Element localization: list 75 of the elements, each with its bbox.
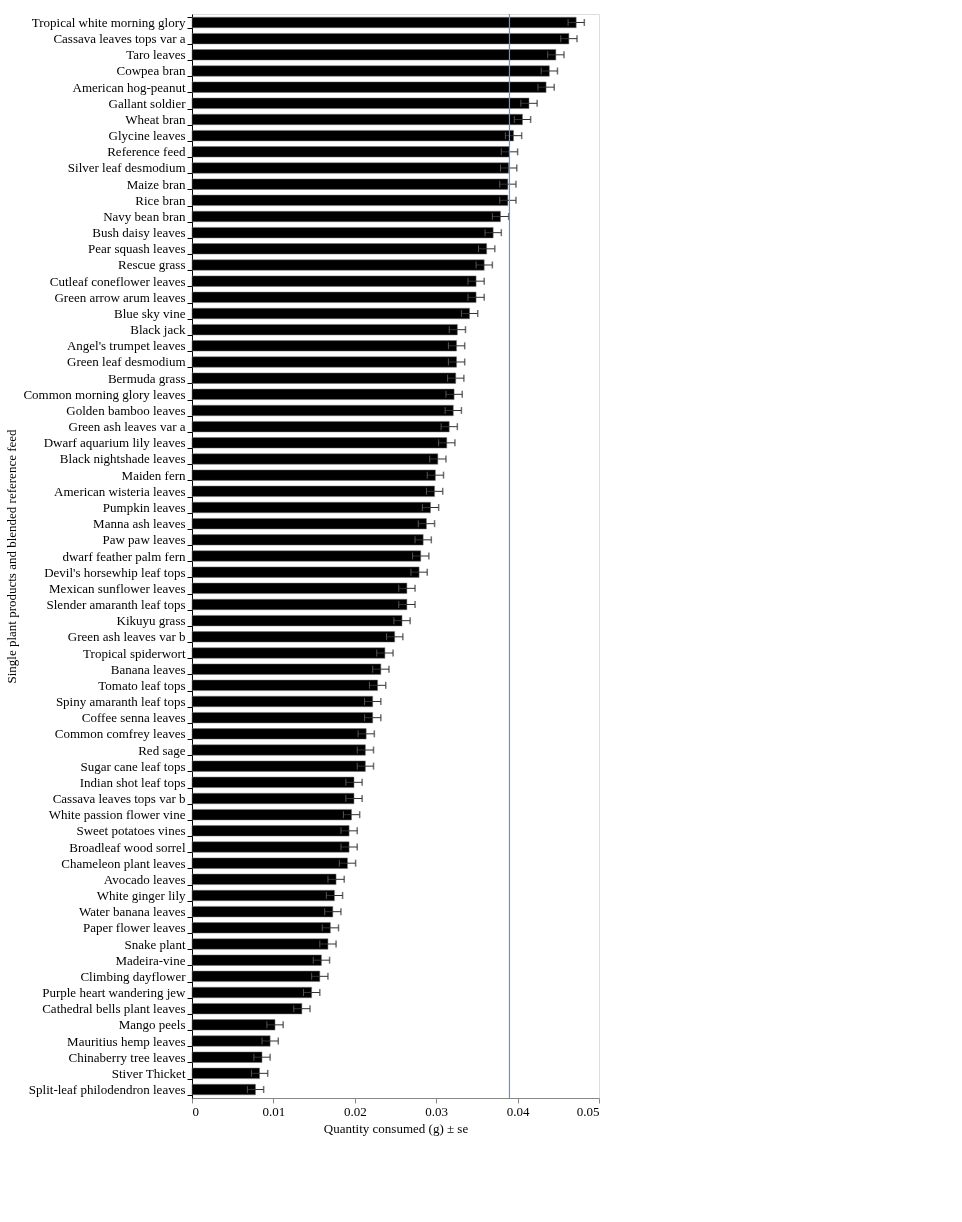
y-tick-label: Pear squash leaves xyxy=(88,241,186,257)
y-tick-label: Mango peels xyxy=(118,1017,186,1033)
y-tick-label: Common morning glory leaves xyxy=(23,386,186,402)
y-tick-label: Split-leaf philodendron leaves xyxy=(28,1082,186,1098)
y-tick-label: Climbing dayflower xyxy=(80,968,187,984)
y-tick-label: Paw paw leaves xyxy=(102,532,186,548)
x-tick-label: 0.02 xyxy=(343,1103,367,1119)
y-tick-label: Madeira-vine xyxy=(115,952,186,968)
y-tick-label: Cowpea bran xyxy=(116,63,186,79)
y-tick-label: Cathedral bells plant leaves xyxy=(42,1001,186,1017)
y-tick-label: Bush daisy leaves xyxy=(92,225,186,241)
y-tick-label: Cassava leaves tops var a xyxy=(53,31,186,47)
y-tick-label: Maize bran xyxy=(126,176,186,192)
y-tick-label: Blue sky vine xyxy=(114,305,186,321)
y-tick-label: Green ash leaves var a xyxy=(68,419,186,435)
y-tick-label: Spiny amaranth leaf tops xyxy=(55,694,186,709)
y-tick-label: Black jack xyxy=(130,322,186,338)
y-tick-label: Black nightshade leaves xyxy=(59,451,186,467)
y-tick-label: Silver leaf desmodium xyxy=(67,160,186,176)
y-tick-label: Avocado leaves xyxy=(103,871,186,887)
y-tick-label: Tomato leaf tops xyxy=(98,677,186,693)
x-axis-title: Quantity consumed (g) ± se xyxy=(323,1120,469,1136)
y-tick-label: Green leaf desmodium xyxy=(67,354,186,370)
y-tick-label: Banana leaves xyxy=(110,661,186,677)
y-tick-label: Tropical spiderwort xyxy=(83,645,186,661)
y-tick-label: Tropical white morning glory xyxy=(31,14,186,30)
y-tick-label: Coffee senna leaves xyxy=(81,710,186,726)
y-tick-label: Purple heart wandering jew xyxy=(42,985,187,1001)
y-tick-label: Angel's trumpet leaves xyxy=(66,338,186,354)
y-tick-label: Water banana leaves xyxy=(78,904,186,920)
y-tick-label: Manna ash leaves xyxy=(93,516,186,532)
y-tick-label: Chinaberry tree leaves xyxy=(68,1049,186,1065)
y-tick-label: Sweet potatoes vines xyxy=(76,823,186,839)
y-tick-label: Mauritius hemp leaves xyxy=(67,1033,186,1049)
y-tick-label: Rice bran xyxy=(135,192,186,208)
y-tick-label: White ginger lily xyxy=(96,888,186,904)
y-tick-label: Devil's horsewhip leaf tops xyxy=(44,564,186,580)
y-tick-label: Maiden fern xyxy=(121,467,186,483)
y-tick-label: Paper flower leaves xyxy=(82,920,186,936)
y-tick-label: White passion flower vine xyxy=(48,807,186,823)
y-tick-label: Glycine leaves xyxy=(108,128,186,144)
y-tick-label: Gallant soldier xyxy=(108,95,187,111)
y-tick-label: Broadleaf wood sorrel xyxy=(69,839,186,855)
x-tick-label: 0.03 xyxy=(425,1103,449,1119)
y-tick-label: Cassava leaves tops var b xyxy=(52,791,186,807)
x-tick-label: 0.05 xyxy=(576,1103,600,1119)
y-tick-label: Slender amaranth leaf tops xyxy=(46,597,186,612)
x-tick-label: 0.01 xyxy=(262,1103,286,1119)
x-tick-label: 0 xyxy=(192,1103,199,1119)
x-tick-label: 0.04 xyxy=(506,1103,530,1119)
y-tick-label: Golden bamboo leaves xyxy=(66,403,186,418)
y-tick-label: Reference feed xyxy=(107,144,186,160)
y-tick-label: Red sage xyxy=(138,742,186,758)
y-tick-label: Bermuda grass xyxy=(107,370,186,386)
y-tick-label: Pumpkin leaves xyxy=(102,500,186,515)
y-tick-label: Stiver Thicket xyxy=(111,1065,186,1081)
y-tick-label: Indian shot leaf tops xyxy=(79,774,186,790)
y-tick-label: Sugar cane leaf tops xyxy=(80,758,186,774)
y-tick-label: Chameleon plant leaves xyxy=(61,855,186,871)
y-tick-label: Common comfrey leaves xyxy=(54,726,186,742)
y-tick-label: Mexican sunflower leaves xyxy=(49,580,186,596)
y-tick-label: Kikuyu grass xyxy=(116,613,186,629)
y-tick-label: dwarf feather palm fern xyxy=(62,548,186,564)
y-tick-label: Rescue grass xyxy=(117,257,186,273)
y-tick-label: Navy bean bran xyxy=(103,208,186,224)
y-tick-label: Dwarf aquarium lily leaves xyxy=(43,435,186,451)
y-tick-label: Green arrow arum leaves xyxy=(54,289,186,305)
y-tick-label: American hog-peanut xyxy=(72,79,186,95)
y-tick-label: Taro leaves xyxy=(126,47,186,63)
y-tick-label: Snake plant xyxy=(124,936,186,952)
y-tick-label: Green ash leaves var b xyxy=(67,629,186,645)
y-tick-label: American wisteria leaves xyxy=(54,483,186,499)
y-tick-label: Wheat bran xyxy=(125,111,186,127)
y-tick-label: Cutleaf coneflower leaves xyxy=(49,273,186,289)
y-axis-title: Single plant products and blended reference feed xyxy=(4,428,20,684)
